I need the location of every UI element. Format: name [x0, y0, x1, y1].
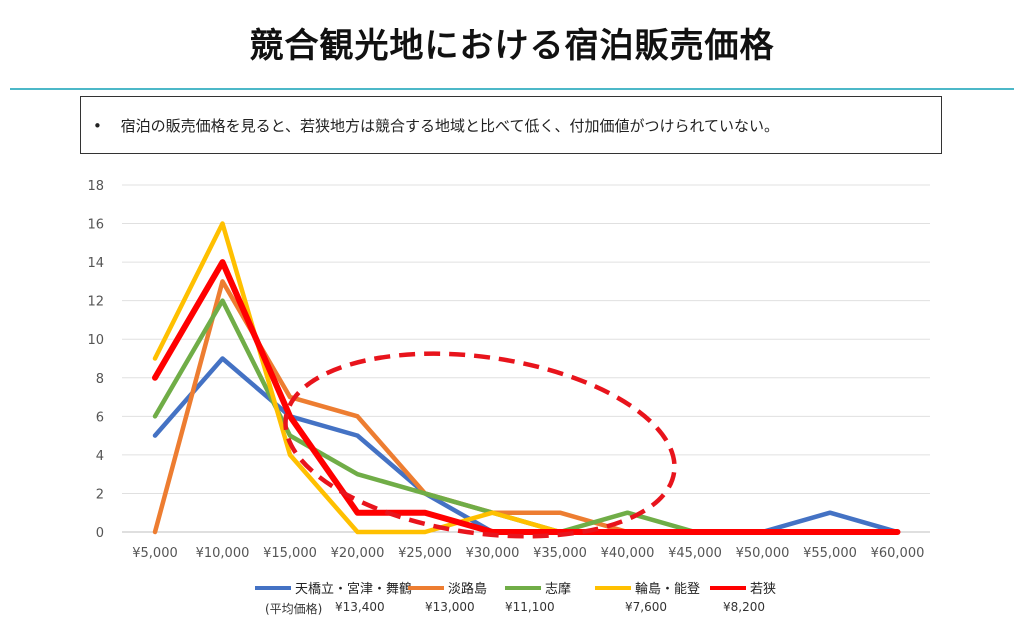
x-tick-label: ¥30,000	[466, 546, 520, 561]
y-tick-label: 0	[96, 526, 104, 541]
legend-swatch	[595, 585, 631, 590]
x-tick-label: ¥25,000	[398, 546, 452, 561]
legend-item: 天橋立・宮津・舞鶴	[255, 578, 412, 597]
legend-average-price: ¥8,200	[723, 600, 765, 614]
legend-swatch	[255, 585, 291, 590]
x-tick-label: ¥10,000	[196, 546, 250, 561]
series-lines	[152, 221, 901, 535]
chart-legend: 天橋立・宮津・舞鶴 ¥13,400 淡路島 ¥13,000 志摩 ¥11,100 輪島・能登…	[255, 578, 815, 622]
title-divider	[10, 88, 1014, 90]
y-tick-label: 18	[87, 179, 104, 194]
x-tick-label: ¥50,000	[736, 546, 790, 561]
note-bullet: •	[93, 117, 102, 135]
average-price-label: (平均価格)	[265, 602, 323, 616]
legend-item: 志摩	[505, 578, 571, 597]
legend-label: 淡路島	[448, 582, 488, 597]
series-line-5	[152, 259, 901, 535]
legend-swatch	[408, 585, 444, 590]
legend-average-price: ¥13,400	[335, 600, 385, 614]
legend-label: 志摩	[545, 582, 572, 597]
legend-average-price: ¥13,000	[425, 600, 475, 614]
chart-gridlines	[122, 184, 930, 533]
series-line-2	[152, 279, 900, 535]
y-tick-label: 6	[96, 410, 104, 425]
note-text: 宿泊の販売価格を見ると、若狭地方は競合する地域と比べて低く、付加価値がつけられて…	[120, 117, 779, 135]
x-tick-label: ¥35,000	[533, 546, 587, 561]
y-tick-label: 12	[87, 295, 104, 310]
legend-item: 若狭	[710, 578, 776, 597]
x-tick-label: ¥40,000	[601, 546, 655, 561]
legend-average-price: ¥7,600	[625, 600, 667, 614]
legend-swatch	[710, 585, 746, 590]
x-tick-label: ¥55,000	[803, 546, 857, 561]
legend-average-price: ¥11,100	[505, 600, 555, 614]
x-tick-label: ¥45,000	[668, 546, 722, 561]
y-tick-label: 2	[96, 487, 104, 502]
page-title: 競合観光地における宿泊販売価格	[249, 26, 775, 66]
y-tick-label: 14	[87, 256, 104, 271]
x-tick-label: ¥20,000	[331, 546, 385, 561]
legend-swatch	[505, 585, 541, 590]
y-tick-label: 16	[87, 218, 104, 233]
y-tick-label: 8	[96, 372, 104, 387]
summary-note-box: • 宿泊の販売価格を見ると、若狭地方は競合する地域と比べて低く、付加価値がつけら…	[80, 96, 942, 154]
y-axis-ticks: 0 2 4 6 8 10 12 14 16 18	[87, 179, 104, 541]
legend-item: 輪島・能登	[595, 578, 700, 597]
legend-label: 輪島・能登	[635, 582, 701, 597]
legend-label: 若狭	[750, 582, 777, 597]
x-axis-ticks: ¥5,000 ¥10,000 ¥15,000 ¥20,000 ¥25,000 ¥30,00…	[132, 546, 924, 561]
highlight-ellipse	[283, 351, 677, 539]
x-tick-label: ¥15,000	[263, 546, 317, 561]
y-tick-label: 10	[87, 333, 104, 348]
legend-label: 天橋立・宮津・舞鶴	[295, 582, 413, 597]
legend-item: 淡路島	[408, 578, 487, 597]
x-tick-label: ¥60,000	[871, 546, 925, 561]
x-tick-label: ¥5,000	[132, 546, 178, 561]
price-distribution-chart: 0 2 4 6 8 10 12 14 16 18 ¥5,000 ¥10,000 ¥15,000 ¥20,…	[87, 179, 930, 561]
y-tick-label: 4	[96, 449, 104, 464]
